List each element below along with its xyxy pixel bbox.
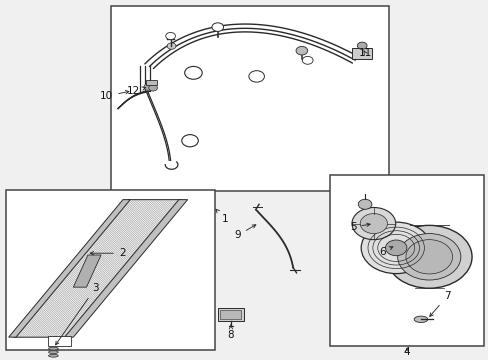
Circle shape bbox=[295, 46, 307, 55]
Circle shape bbox=[357, 42, 366, 49]
Text: 12: 12 bbox=[126, 86, 145, 96]
Text: 2: 2 bbox=[90, 248, 125, 258]
Ellipse shape bbox=[48, 347, 58, 350]
Bar bbox=[220, 310, 241, 319]
Circle shape bbox=[148, 85, 157, 91]
Circle shape bbox=[302, 57, 312, 64]
Circle shape bbox=[361, 222, 430, 274]
Text: 11: 11 bbox=[358, 48, 371, 58]
Polygon shape bbox=[73, 255, 101, 287]
Circle shape bbox=[182, 135, 198, 147]
Text: 7: 7 bbox=[429, 291, 449, 316]
Bar bbox=[329, 175, 483, 346]
Text: 10: 10 bbox=[100, 90, 129, 101]
Circle shape bbox=[211, 23, 223, 31]
Circle shape bbox=[358, 199, 371, 209]
Polygon shape bbox=[14, 200, 181, 337]
Text: 8: 8 bbox=[227, 325, 234, 341]
Bar bbox=[146, 80, 157, 85]
Circle shape bbox=[397, 234, 460, 280]
Text: 3: 3 bbox=[56, 283, 99, 345]
Circle shape bbox=[167, 43, 176, 49]
Ellipse shape bbox=[48, 354, 58, 357]
Ellipse shape bbox=[48, 351, 58, 354]
Text: 4: 4 bbox=[403, 347, 409, 357]
Circle shape bbox=[386, 225, 471, 288]
Text: 6: 6 bbox=[378, 247, 392, 257]
Circle shape bbox=[143, 84, 152, 90]
Bar bbox=[6, 190, 215, 350]
Bar bbox=[111, 6, 388, 192]
Text: 5: 5 bbox=[349, 222, 369, 232]
Bar bbox=[217, 307, 244, 321]
Bar bbox=[47, 336, 71, 346]
Circle shape bbox=[360, 213, 386, 234]
Ellipse shape bbox=[413, 316, 427, 323]
Polygon shape bbox=[64, 200, 187, 337]
Polygon shape bbox=[9, 200, 130, 337]
Circle shape bbox=[184, 66, 202, 79]
Circle shape bbox=[405, 240, 452, 274]
Circle shape bbox=[351, 207, 395, 240]
Circle shape bbox=[385, 240, 406, 256]
Circle shape bbox=[165, 32, 175, 40]
Circle shape bbox=[248, 71, 264, 82]
Text: 1: 1 bbox=[216, 209, 227, 224]
Text: 9: 9 bbox=[234, 225, 255, 240]
Bar bbox=[352, 48, 371, 59]
